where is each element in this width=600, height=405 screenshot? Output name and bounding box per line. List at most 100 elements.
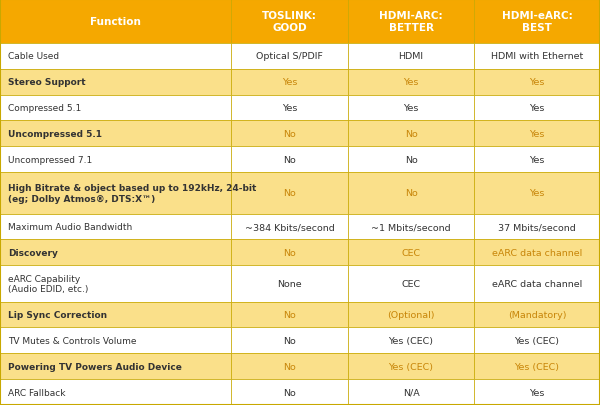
Bar — [0, 121, 231, 147]
Bar — [474, 214, 600, 240]
Text: No: No — [404, 189, 418, 198]
Bar — [231, 173, 348, 214]
Text: No: No — [404, 130, 418, 139]
Bar — [0, 44, 231, 70]
Text: Compressed 5.1: Compressed 5.1 — [8, 104, 81, 113]
Text: Optical S/PDIF: Optical S/PDIF — [256, 52, 323, 61]
Text: Yes: Yes — [529, 78, 545, 87]
Text: No: No — [283, 388, 296, 396]
Text: ~384 Kbits/second: ~384 Kbits/second — [245, 222, 334, 231]
Text: No: No — [404, 156, 418, 164]
Text: HDMI-eARC:
BEST: HDMI-eARC: BEST — [502, 11, 572, 33]
Text: No: No — [283, 310, 296, 319]
Bar — [474, 44, 600, 70]
Bar — [0, 302, 231, 328]
Text: No: No — [283, 189, 296, 198]
Text: Function: Function — [90, 17, 141, 27]
Text: Yes (CEC): Yes (CEC) — [515, 362, 560, 371]
Text: HDMI: HDMI — [398, 52, 424, 61]
Text: No: No — [283, 248, 296, 257]
Bar — [231, 147, 348, 173]
Bar — [231, 121, 348, 147]
Bar — [474, 70, 600, 95]
Text: Yes: Yes — [529, 388, 545, 396]
Text: Powering TV Powers Audio Device: Powering TV Powers Audio Device — [8, 362, 182, 371]
Text: None: None — [277, 279, 302, 288]
Bar — [231, 379, 348, 405]
Bar — [0, 328, 231, 354]
Bar — [348, 147, 474, 173]
Bar — [231, 214, 348, 240]
Bar — [0, 240, 231, 266]
Bar — [348, 70, 474, 95]
Text: No: No — [283, 156, 296, 164]
Bar — [0, 379, 231, 405]
Text: ~1 Mbits/second: ~1 Mbits/second — [371, 222, 451, 231]
Bar — [348, 95, 474, 121]
Text: Yes: Yes — [529, 104, 545, 113]
Bar — [474, 147, 600, 173]
Text: Yes (CEC): Yes (CEC) — [389, 362, 434, 371]
Bar — [231, 240, 348, 266]
Text: No: No — [283, 130, 296, 139]
Text: N/A: N/A — [403, 388, 419, 396]
Text: Yes: Yes — [529, 130, 545, 139]
Text: Yes (CEC): Yes (CEC) — [389, 336, 434, 345]
Text: Yes: Yes — [529, 156, 545, 164]
Bar — [0, 147, 231, 173]
Text: CEC: CEC — [401, 248, 421, 257]
Bar — [231, 95, 348, 121]
Bar — [0, 95, 231, 121]
Bar — [474, 379, 600, 405]
Bar — [0, 266, 231, 302]
Text: High Bitrate & object based up to 192kHz, 24-bit
(eg; Dolby Atmos®, DTS:X™): High Bitrate & object based up to 192kHz… — [8, 184, 256, 203]
Bar — [0, 214, 231, 240]
Bar — [231, 354, 348, 379]
Bar — [0, 173, 231, 214]
Bar — [231, 266, 348, 302]
Bar — [348, 173, 474, 214]
Bar — [348, 302, 474, 328]
Text: Cable Used: Cable Used — [8, 52, 59, 61]
Bar — [474, 266, 600, 302]
Text: (Mandatory): (Mandatory) — [508, 310, 566, 319]
Bar — [348, 121, 474, 147]
Bar — [348, 214, 474, 240]
Text: Yes (CEC): Yes (CEC) — [515, 336, 560, 345]
Bar — [231, 0, 348, 44]
Text: HDMI-ARC:
BETTER: HDMI-ARC: BETTER — [379, 11, 443, 33]
Bar — [474, 328, 600, 354]
Text: TOSLINK:
GOOD: TOSLINK: GOOD — [262, 11, 317, 33]
Text: No: No — [283, 336, 296, 345]
Bar — [0, 70, 231, 95]
Text: TV Mutes & Controls Volume: TV Mutes & Controls Volume — [8, 336, 136, 345]
Bar — [474, 0, 600, 44]
Bar — [231, 328, 348, 354]
Text: Yes: Yes — [529, 189, 545, 198]
Bar — [348, 266, 474, 302]
Bar — [474, 95, 600, 121]
Text: No: No — [283, 362, 296, 371]
Bar — [231, 44, 348, 70]
Text: Maximum Audio Bandwidth: Maximum Audio Bandwidth — [8, 222, 132, 231]
Bar — [474, 173, 600, 214]
Text: Uncompressed 5.1: Uncompressed 5.1 — [8, 130, 102, 139]
Bar — [348, 44, 474, 70]
Bar — [0, 354, 231, 379]
Bar — [474, 121, 600, 147]
Bar — [348, 379, 474, 405]
Text: Discovery: Discovery — [8, 248, 58, 257]
Bar — [231, 70, 348, 95]
Text: CEC: CEC — [401, 279, 421, 288]
Bar — [348, 240, 474, 266]
Text: eARC data channel: eARC data channel — [492, 279, 582, 288]
Bar — [348, 0, 474, 44]
Bar — [474, 354, 600, 379]
Text: Uncompressed 7.1: Uncompressed 7.1 — [8, 156, 92, 164]
Text: ARC Fallback: ARC Fallback — [8, 388, 65, 396]
Text: Yes: Yes — [403, 78, 419, 87]
Text: Lip Sync Correction: Lip Sync Correction — [8, 310, 107, 319]
Bar — [231, 302, 348, 328]
Text: eARC data channel: eARC data channel — [492, 248, 582, 257]
Bar — [474, 302, 600, 328]
